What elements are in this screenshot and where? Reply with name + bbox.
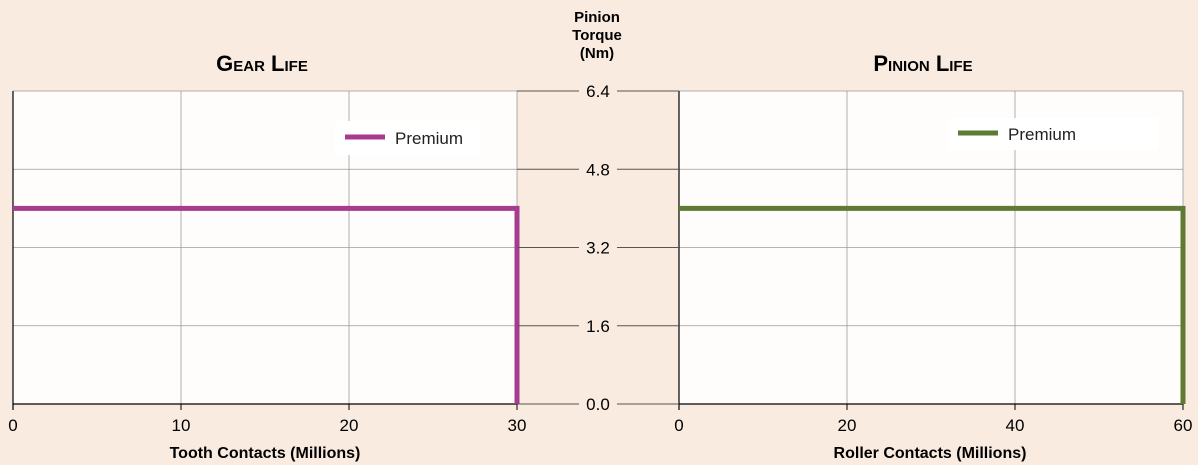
gear-legend-label: Premium — [395, 129, 463, 148]
gear-x-tick-label: 30 — [508, 416, 527, 435]
center-axis-tick-label: 6.4 — [586, 82, 610, 101]
shared-axis-title-line-2: Torque — [572, 27, 622, 44]
gear-x-tick-label: 20 — [340, 416, 359, 435]
gear-life-title: Gear Life — [216, 51, 308, 76]
center-axis-tick-label: 1.6 — [586, 317, 610, 336]
center-axis-tick-label: 3.2 — [586, 239, 610, 258]
gear-x-axis-label: Tooth Contacts (Millions) — [170, 445, 361, 462]
pinion-life-title: Pinion Life — [873, 51, 972, 76]
pinion-x-tick-label: 20 — [838, 416, 857, 435]
shared-axis-title-line-3: (Nm) — [580, 45, 614, 62]
pinion-x-tick-label: 40 — [1006, 416, 1025, 435]
pinion-x-tick-label: 60 — [1174, 416, 1193, 435]
gear-series-premium-line — [13, 205, 520, 404]
pinion-x-axis-label: Roller Contacts (Millions) — [834, 445, 1027, 462]
pinion-legend-label: Premium — [1008, 125, 1076, 144]
gear-x-tick-label: 10 — [172, 416, 191, 435]
gear-x-tick-label: 0 — [8, 416, 17, 435]
center-axis-tick-label: 0.0 — [586, 395, 610, 414]
pinion-series-premium-line — [679, 205, 1186, 404]
shared-axis-title-line-1: Pinion — [574, 9, 620, 26]
center-axis-tick-label: 4.8 — [586, 160, 610, 179]
pinion-x-tick-label: 0 — [674, 416, 683, 435]
